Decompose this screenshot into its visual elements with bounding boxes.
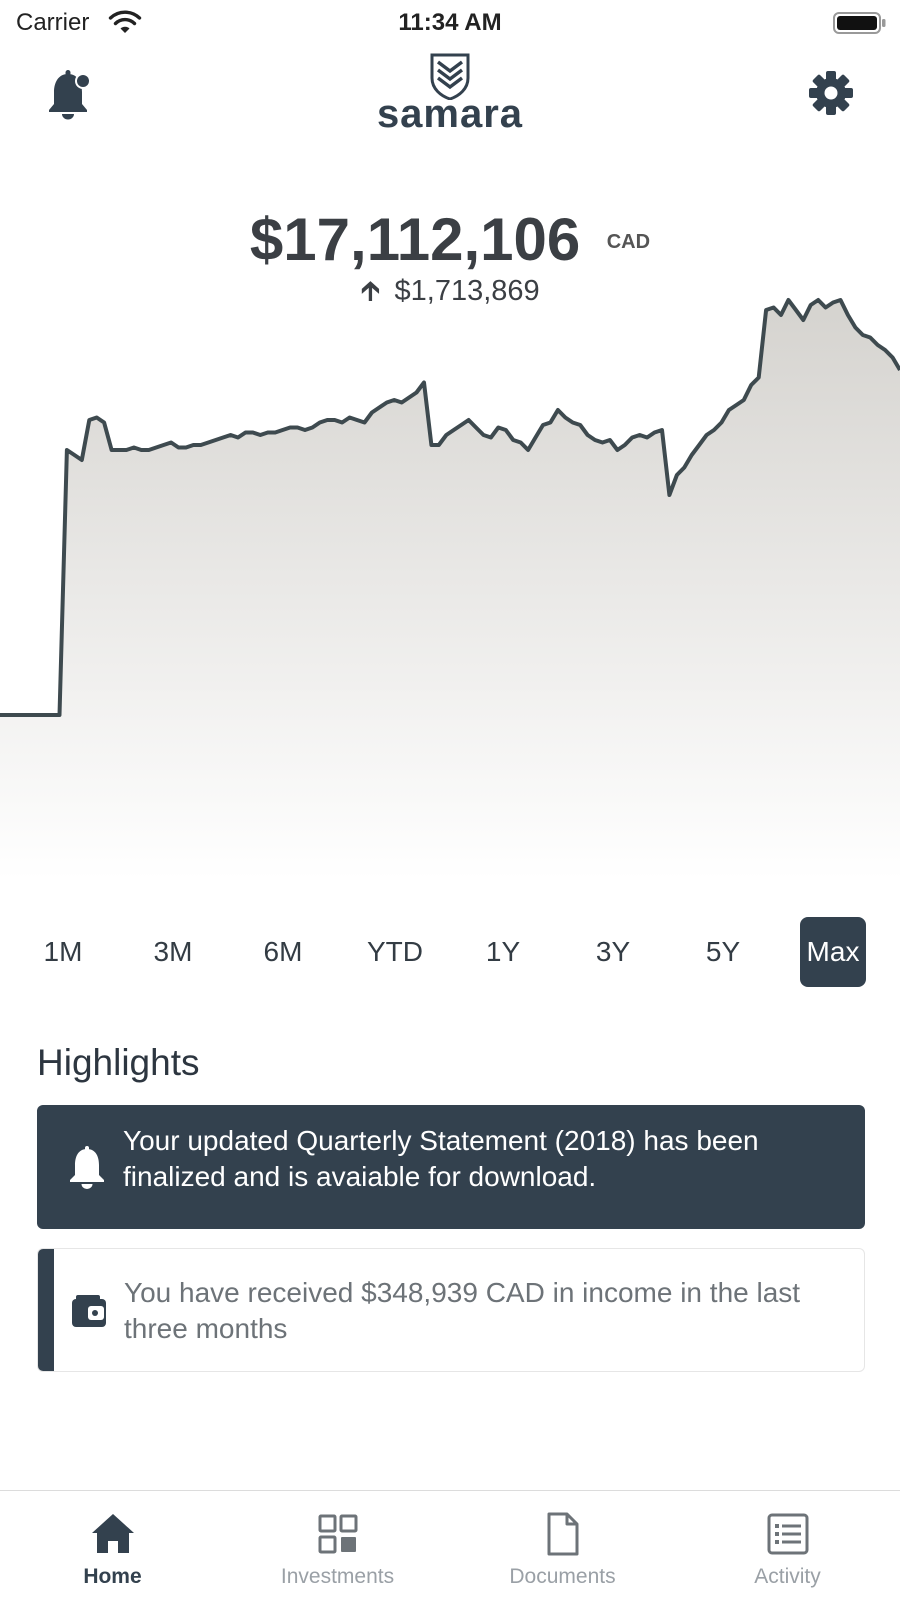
- chart-series-line: [0, 298, 900, 717]
- notifications-bell-icon[interactable]: [46, 68, 98, 124]
- home-icon: [91, 1514, 134, 1553]
- clock: 11:34 AM: [398, 9, 502, 36]
- wifi-icon: [108, 10, 142, 33]
- balance-currency: CAD: [606, 231, 651, 253]
- tab-documents[interactable]: Documents: [450, 1491, 675, 1598]
- tab-home[interactable]: Home: [0, 1491, 225, 1598]
- income-text: You have received $348,939 CAD in income…: [124, 1277, 801, 1344]
- range-6m[interactable]: 6M: [263, 936, 303, 967]
- range-5y[interactable]: 5Y: [705, 936, 741, 967]
- samara-logo: samara: [340, 52, 560, 152]
- app-header: samara: [0, 48, 900, 158]
- carrier-label: Carrier: [16, 9, 90, 36]
- bell-icon: [70, 1146, 104, 1189]
- documents-icon: [547, 1512, 578, 1556]
- bottom-tab-bar: Home Investments Documents Activity: [0, 1490, 900, 1598]
- notice-text: Your updated Quarterly Statement (2018) …: [123, 1125, 759, 1192]
- range-1m[interactable]: 1M: [43, 936, 83, 967]
- investments-icon: [318, 1514, 357, 1554]
- income-highlight-card[interactable]: You have received $348,939 CAD in income…: [37, 1248, 865, 1372]
- tab-investments-label: Investments: [280, 1565, 395, 1588]
- range-selector: 1M 3M 6M YTD 1Y 3Y 5Y Max: [30, 917, 870, 987]
- tab-investments[interactable]: Investments: [225, 1491, 450, 1598]
- tab-home-label: Home: [83, 1565, 142, 1588]
- range-1y[interactable]: 1Y: [485, 936, 521, 967]
- range-max[interactable]: Max: [800, 917, 866, 987]
- statement-notification-card[interactable]: Your updated Quarterly Statement (2018) …: [37, 1105, 865, 1229]
- balance-value: $17,112,106: [249, 206, 581, 273]
- settings-gear-icon[interactable]: [808, 70, 854, 116]
- status-bar: Carrier 11:34 AM: [0, 0, 900, 48]
- portfolio-chart[interactable]: [0, 280, 900, 880]
- balance-change: $1,713,869: [394, 275, 540, 307]
- activity-icon: [767, 1513, 808, 1555]
- highlights-title: Highlights: [37, 1042, 200, 1083]
- tab-documents-label: Documents: [509, 1565, 616, 1588]
- app-name: samara: [376, 92, 524, 136]
- range-3m[interactable]: 3M: [153, 936, 193, 967]
- range-3y[interactable]: 3Y: [595, 936, 631, 967]
- card-accent-bar: [38, 1249, 54, 1371]
- portfolio-balance: $17,112,106 CAD 🡱 $1,713,869: [0, 205, 900, 318]
- tab-activity[interactable]: Activity: [675, 1491, 900, 1598]
- shield-logo-icon: [430, 53, 470, 100]
- chart-area-fill: [0, 300, 900, 880]
- tab-activity-label: Activity: [754, 1565, 821, 1588]
- battery-icon: [833, 12, 886, 34]
- range-ytd[interactable]: YTD: [367, 936, 423, 967]
- wallet-icon: [72, 1295, 106, 1327]
- arrow-up-icon: 🡱: [360, 275, 381, 306]
